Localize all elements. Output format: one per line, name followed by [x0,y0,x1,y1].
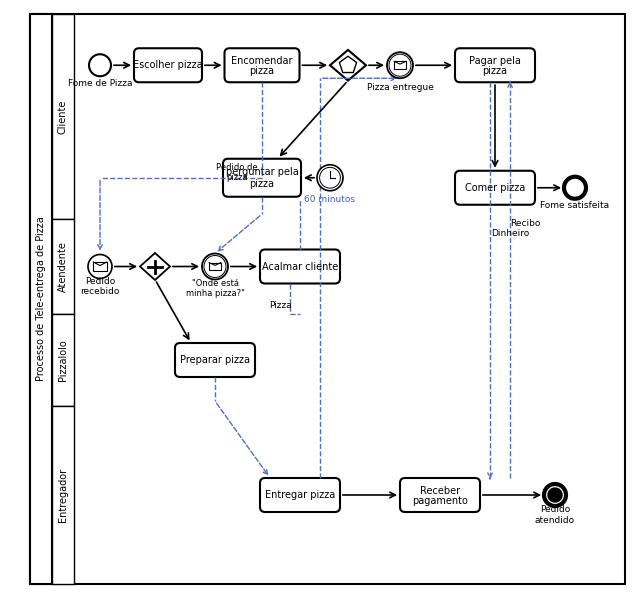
Text: Fome satisfeita: Fome satisfeita [541,201,609,210]
Text: Comer pizza: Comer pizza [465,183,525,192]
Text: Fome de Pizza: Fome de Pizza [68,79,132,88]
Text: pizza: pizza [483,67,508,76]
Text: Preparar pizza: Preparar pizza [180,355,250,365]
FancyBboxPatch shape [400,478,480,512]
FancyBboxPatch shape [455,48,535,82]
FancyBboxPatch shape [260,249,340,283]
Text: Entregador: Entregador [58,468,68,522]
Circle shape [204,255,226,277]
Text: Atendente: Atendente [58,241,68,292]
Polygon shape [330,50,366,81]
FancyBboxPatch shape [134,48,202,82]
Text: Processo de Tele-entrega de Pizza: Processo de Tele-entrega de Pizza [36,217,46,381]
Text: Cliente: Cliente [58,99,68,134]
Text: 60 minutos: 60 minutos [305,195,356,204]
Bar [30,14,52,584]
Text: pagamento: pagamento [412,496,468,506]
FancyBboxPatch shape [223,159,301,197]
FancyBboxPatch shape [455,170,535,205]
Text: Pagar pela: Pagar pela [469,56,521,67]
Bar [93,262,107,271]
Text: Pizza entregue: Pizza entregue [366,83,434,91]
Bar [52,314,74,406]
Circle shape [544,484,566,506]
Text: Encomendar: Encomendar [232,56,293,67]
Text: Pedido
recebido: Pedido recebido [80,277,120,296]
Text: Dinheiro: Dinheiro [491,229,529,239]
Text: pizza: pizza [249,179,275,189]
Circle shape [564,177,586,199]
Polygon shape [340,56,357,72]
Text: pizza: pizza [249,67,275,76]
Circle shape [387,52,413,78]
Text: "Onde está
minha pizza?": "Onde está minha pizza?" [186,279,244,298]
Text: Pizza: Pizza [268,302,291,311]
Circle shape [317,165,343,191]
Circle shape [89,54,111,76]
Circle shape [548,488,562,502]
Text: perguntar pela: perguntar pela [226,167,298,177]
Bar [52,219,74,314]
FancyBboxPatch shape [260,478,340,512]
Polygon shape [140,253,170,280]
Circle shape [88,254,112,279]
Text: Pedido de
pizza: Pedido de pizza [216,163,258,182]
Bar [394,61,406,69]
Circle shape [202,254,228,280]
Text: Receber: Receber [420,486,460,496]
Bar [52,14,74,219]
Bar [209,263,221,270]
Text: Entregar pizza: Entregar pizza [265,490,335,500]
Text: Pizzalolo: Pizzalolo [58,339,68,381]
FancyBboxPatch shape [175,343,255,377]
Text: Escolher pizza: Escolher pizza [133,60,203,70]
Text: Acalmar cliente: Acalmar cliente [262,261,338,271]
FancyBboxPatch shape [225,48,300,82]
Circle shape [320,168,340,188]
Circle shape [389,54,411,76]
Bar [52,406,74,584]
Text: Pedido
atendido: Pedido atendido [535,505,575,525]
Text: Recibo: Recibo [510,220,540,229]
